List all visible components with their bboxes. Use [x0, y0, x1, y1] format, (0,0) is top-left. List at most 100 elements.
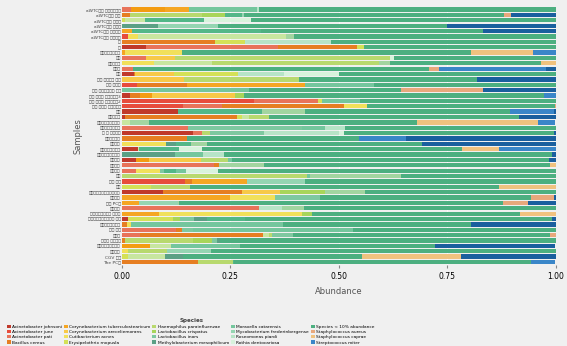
Bar: [122, 40, 215, 44]
Bar: [175, 56, 390, 60]
X-axis label: Abundance: Abundance: [315, 287, 362, 296]
Bar: [247, 179, 305, 184]
Bar: [122, 211, 159, 216]
Bar: [211, 249, 556, 253]
Bar: [550, 163, 556, 167]
Bar: [130, 13, 202, 17]
Bar: [390, 61, 541, 65]
Bar: [477, 77, 556, 82]
Bar: [203, 153, 224, 157]
Bar: [365, 190, 556, 194]
Bar: [218, 24, 447, 28]
Bar: [187, 83, 304, 87]
Bar: [242, 115, 248, 119]
Bar: [122, 185, 151, 189]
Bar: [191, 185, 499, 189]
Bar: [261, 109, 304, 114]
Bar: [136, 169, 160, 173]
Bar: [122, 201, 139, 205]
Bar: [122, 142, 166, 146]
Bar: [183, 255, 362, 259]
Bar: [122, 217, 128, 221]
Bar: [184, 77, 299, 82]
Bar: [531, 260, 555, 264]
Bar: [138, 147, 179, 152]
Bar: [182, 228, 193, 232]
Bar: [183, 104, 222, 108]
Bar: [552, 217, 556, 221]
Bar: [554, 109, 556, 114]
Bar: [319, 99, 322, 103]
Bar: [275, 195, 320, 200]
Bar: [233, 260, 234, 264]
Bar: [278, 45, 357, 49]
Bar: [122, 228, 176, 232]
Bar: [320, 195, 531, 200]
Bar: [122, 66, 133, 71]
Bar: [137, 83, 187, 87]
Bar: [390, 56, 394, 60]
Bar: [193, 238, 213, 243]
Bar: [122, 255, 128, 259]
Bar: [122, 222, 127, 227]
Bar: [245, 217, 552, 221]
Bar: [555, 104, 556, 108]
Bar: [544, 93, 556, 98]
Bar: [303, 206, 556, 210]
Bar: [310, 174, 400, 178]
Bar: [128, 255, 166, 259]
Bar: [293, 233, 551, 237]
Bar: [132, 29, 261, 33]
Bar: [122, 190, 163, 194]
Bar: [255, 99, 319, 103]
Bar: [541, 61, 556, 65]
Bar: [182, 51, 471, 55]
Bar: [286, 34, 294, 39]
Bar: [163, 190, 243, 194]
Bar: [439, 66, 546, 71]
Bar: [240, 244, 435, 248]
Bar: [234, 260, 531, 264]
Legend: Acinetobacter johnsoni, Acinetobacter june, Acinetobacter pati, Bacillus cereus,: Acinetobacter johnsoni, Acinetobacter ju…: [7, 318, 377, 346]
Bar: [122, 18, 125, 22]
Bar: [179, 147, 202, 152]
Bar: [122, 249, 128, 253]
Bar: [149, 120, 417, 125]
Bar: [179, 109, 261, 114]
Bar: [264, 163, 550, 167]
Bar: [136, 158, 149, 162]
Bar: [145, 18, 204, 22]
Bar: [219, 163, 264, 167]
Bar: [304, 109, 510, 114]
Bar: [435, 244, 556, 248]
Bar: [122, 131, 193, 135]
Bar: [520, 211, 556, 216]
Bar: [555, 195, 556, 200]
Bar: [244, 13, 504, 17]
Bar: [245, 40, 331, 44]
Bar: [189, 8, 257, 12]
Bar: [213, 61, 379, 65]
Bar: [551, 233, 556, 237]
Bar: [471, 222, 556, 227]
Bar: [122, 120, 130, 125]
Bar: [122, 153, 175, 157]
Bar: [239, 72, 284, 76]
Bar: [263, 233, 269, 237]
Bar: [394, 56, 556, 60]
Bar: [462, 147, 498, 152]
Bar: [122, 56, 146, 60]
Bar: [154, 61, 213, 65]
Bar: [231, 158, 548, 162]
Bar: [122, 244, 150, 248]
Bar: [218, 169, 556, 173]
Bar: [400, 174, 556, 178]
Bar: [122, 238, 125, 243]
Bar: [299, 77, 477, 82]
Bar: [165, 8, 189, 12]
Bar: [242, 13, 244, 17]
Bar: [146, 45, 278, 49]
Bar: [166, 142, 176, 146]
Bar: [133, 66, 429, 71]
Bar: [345, 104, 367, 108]
